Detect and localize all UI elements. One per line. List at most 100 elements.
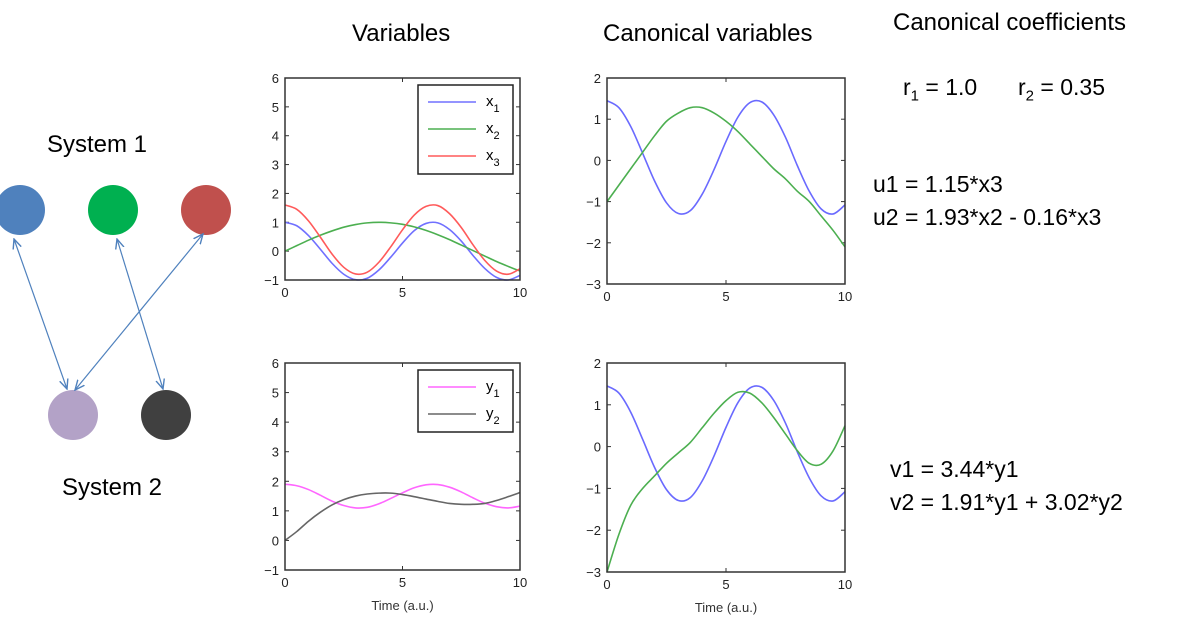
legend-name: y (486, 378, 494, 395)
y-tick-label: 1 (594, 112, 601, 127)
system2-node-2 (141, 390, 191, 440)
y-tick-label: 2 (272, 474, 279, 489)
system1-label: System 1 (47, 131, 148, 158)
r2-coefficient: r2 = 0.35 (1018, 74, 1105, 105)
legend-label: x1 (486, 93, 500, 115)
system1-node-1 (0, 185, 45, 235)
x-tick-label: 5 (399, 575, 406, 590)
canonical-variables-title: Canonical variables (603, 20, 813, 47)
plot-frame (284, 77, 521, 281)
legend-name: x (486, 147, 494, 164)
v1-equation: v1 = 3.44*y1 (890, 456, 1019, 482)
r2-base: r (1018, 74, 1026, 100)
x-tick-label: 5 (722, 577, 729, 592)
v2-equation: v2 = 1.91*y1 + 3.02*y2 (890, 489, 1123, 515)
y-tick-label: −3 (586, 277, 601, 292)
r1-sub: 1 (910, 87, 920, 105)
y-tick-label: −2 (586, 523, 601, 538)
series-line-2 (284, 491, 521, 542)
y-tick-label: −1 (264, 563, 279, 578)
legend-label: y1 (486, 378, 500, 400)
plot-frame (606, 362, 846, 573)
series-line-2 (606, 390, 846, 573)
canonical-coefficients-title: Canonical coefficients (893, 9, 1127, 36)
x-tick-label: 0 (281, 575, 288, 590)
y-tick-label: 4 (272, 415, 279, 430)
legend-name: x (486, 93, 494, 110)
x-axis-label: Time (a.u.) (695, 600, 757, 615)
y-tick-label: 1 (272, 504, 279, 519)
y-tick-label: −2 (586, 236, 601, 251)
legend-sub: 2 (494, 415, 500, 427)
r2-sub: 2 (1025, 87, 1035, 105)
x-axis-label: Time (a.u.) (371, 598, 433, 613)
chart-2: −3 −2 −1 0 1 2 0 5 10 (586, 71, 852, 304)
series-line-1 (606, 385, 846, 502)
r1-coefficient: r1 = 1.0 (903, 74, 977, 105)
chart-4: −3 −2 −1 0 1 2 0 5 10 Time (a.u.) (586, 356, 852, 615)
y-tick-label: −1 (264, 273, 279, 288)
x-tick-label: 0 (603, 577, 610, 592)
legend-name: y (486, 405, 494, 422)
legend-label: y2 (486, 405, 500, 427)
y-tick-label: 0 (272, 533, 279, 548)
series-line-2 (284, 221, 521, 272)
x-tick-label: 5 (399, 285, 406, 300)
y-tick-label: 6 (272, 356, 279, 371)
variables-title: Variables (352, 20, 451, 47)
y-tick-label: 5 (272, 386, 279, 401)
y-tick-label: 4 (272, 129, 279, 144)
arrow-x3-y1 (75, 234, 203, 390)
series-line-3 (284, 204, 521, 276)
series-line-1 (284, 221, 521, 281)
series-line-1 (284, 483, 521, 509)
x-tick-label: 0 (281, 285, 288, 300)
legend-sub: 3 (494, 157, 500, 169)
legend-sub: 2 (494, 130, 500, 142)
legend-name: x (486, 120, 494, 137)
system1-node-3 (181, 185, 231, 235)
y-tick-label: 5 (272, 100, 279, 115)
y-tick-label: 3 (272, 445, 279, 460)
system2-label: System 2 (62, 474, 163, 501)
y-tick-label: 0 (594, 153, 601, 168)
legend-label: x3 (486, 147, 500, 169)
y-tick-label: 2 (594, 356, 601, 371)
arrow-x1-y1 (14, 239, 67, 389)
y-tick-label: −1 (586, 481, 601, 496)
x-tick-label: 5 (722, 289, 729, 304)
y-tick-label: −1 (586, 195, 601, 210)
series-line-1 (606, 99, 846, 215)
system1-node-2 (88, 185, 138, 235)
x-tick-label: 0 (603, 289, 610, 304)
y-tick-label: 0 (594, 440, 601, 455)
y-tick-label: −3 (586, 565, 601, 580)
legend-box (417, 369, 514, 433)
x-tick-label: 10 (513, 575, 527, 590)
legend-label: x2 (486, 120, 500, 142)
plot-frame (284, 362, 521, 571)
legend-sub: 1 (494, 388, 500, 400)
r1-base: r (903, 74, 911, 100)
plot-frame (606, 77, 846, 285)
y-tick-label: 1 (272, 215, 279, 230)
u2-equation: u2 = 1.93*x2 - 0.16*x3 (873, 204, 1102, 230)
y-tick-label: 0 (272, 244, 279, 259)
r2-value: = 0.35 (1034, 74, 1105, 100)
y-tick-label: 3 (272, 158, 279, 173)
series-line-2 (606, 106, 846, 248)
system2-node-1 (48, 390, 98, 440)
cca-system-diagram (0, 185, 231, 440)
y-tick-label: 2 (594, 71, 601, 86)
x-tick-label: 10 (838, 577, 852, 592)
r1-value: = 1.0 (919, 74, 978, 100)
legend-sub: 1 (494, 103, 500, 115)
y-tick-label: 1 (594, 398, 601, 413)
x-tick-label: 10 (838, 289, 852, 304)
x-tick-label: 10 (513, 285, 527, 300)
y-tick-label: 2 (272, 186, 279, 201)
